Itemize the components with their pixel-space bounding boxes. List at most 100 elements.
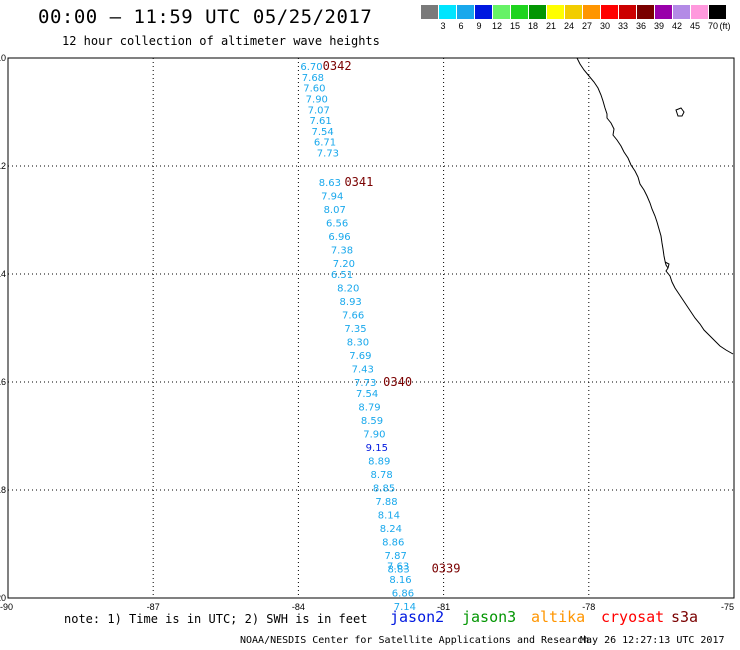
latitude-labels: -10 -12 -14 -16 -18 -20 [0,53,6,603]
legend-item-jason3: jason3 [462,608,517,626]
wave-height-value: 6.70 [300,62,322,73]
wave-height-value: 7.35 [344,324,366,335]
orbit-labels: 0342 0341 0340 0339 [323,59,461,575]
wave-height-value: 7.68 [302,73,324,84]
scale-label: 70 [707,21,718,31]
wave-height-value: 6.71 [314,138,336,149]
scale-label: 18 [527,21,538,31]
wave-height-value: 8.83 [387,564,409,575]
lat-lon-grid [8,58,734,598]
latitude-label: -20 [0,593,6,603]
scale-swatch [655,5,672,19]
scale-label: 45 [689,21,700,31]
wave-height-value: 8.86 [382,537,404,548]
wave-height-value: 7.73 [317,149,339,160]
scale-label: 3 [440,21,446,31]
longitude-labels: -90 -87 -84 -81 -78 -75 [0,602,734,612]
wave-height-value: 7.07 [308,105,330,116]
scale-swatch [529,5,546,19]
scale-label: 39 [653,21,664,31]
orbit-number-label: 0339 [432,561,461,575]
island-outline [675,107,685,117]
scale-label: 12 [491,21,502,31]
wave-height-value: 8.30 [347,338,369,349]
scale-unit-label: (ft) [719,21,731,31]
wave-height-value: 8.79 [358,402,380,413]
wave-height-value: 8.07 [324,205,346,216]
wave-height-value: 8.59 [361,416,383,427]
scale-swatch [619,5,636,19]
latitude-label: -14 [0,269,6,279]
wave-height-value: 7.43 [352,365,374,376]
legend-item-jason2: jason2 [390,608,445,626]
orbit-number-label: 0340 [383,375,412,389]
coastline [576,57,734,355]
scale-label: 9 [476,21,482,31]
map-subtitle: 12 hour collection of altimeter wave hei… [62,34,380,48]
longitude-label: -90 [0,602,13,612]
wave-height-value: 8.16 [389,575,411,586]
wave-height-value: 7.20 [333,259,355,270]
wave-height-value: 8.14 [378,510,400,521]
scale-swatch [475,5,492,19]
south-america-coastline [576,57,734,355]
wave-height-value: 8.63 [319,178,341,189]
latitude-label: -12 [0,161,6,171]
wave-height-value: 8.89 [368,456,390,467]
longitude-label: -75 [721,602,734,612]
wave-height-value: 6.51 [331,270,353,281]
legend-item-cryosat: cryosat [601,608,665,626]
scale-label: 30 [599,21,610,31]
scale-swatch [439,5,456,19]
scale-swatch [421,5,438,19]
scale-label: 15 [509,21,520,31]
scale-swatch [637,5,654,19]
scale-swatch [673,5,690,19]
wave-height-value: 8.78 [371,470,393,481]
map-title: 00:00 – 11:59 UTC 05/25/2017 [38,6,373,28]
scale-label: 21 [545,21,556,31]
wave-height-value: 7.54 [311,127,333,138]
wave-height-value: 8.20 [337,284,359,295]
wave-height-value: 7.90 [306,95,328,106]
scale-label: 33 [617,21,628,31]
longitude-label: -78 [582,602,595,612]
wave-height-value: 7.61 [310,116,332,127]
orbit-number-label: 0342 [323,59,352,73]
scale-swatch [547,5,564,19]
scale-label: 42 [671,21,682,31]
latitude-label: -16 [0,377,6,387]
scale-swatch [601,5,618,19]
credit-text: NOAA/NESDIS Center for Satellite Applica… [240,635,590,646]
wave-height-value: 9.15 [366,443,388,454]
scale-swatch [691,5,708,19]
scale-swatch [709,5,726,19]
longitude-label: -81 [437,602,450,612]
note-text: note: 1) Time is in UTC; 2) SWH is in fe… [64,612,368,626]
wave-height-value: 7.69 [349,351,371,362]
wave-height-value: 7.66 [342,311,364,322]
longitude-label: -87 [147,602,160,612]
generated-timestamp: May 26 12:27:13 UTC 2017 [580,635,725,646]
scale-swatch [493,5,510,19]
wave-height-value: 6.96 [328,232,350,243]
wave-height-value: 7.90 [363,429,385,440]
scale-label: 36 [635,21,646,31]
wave-height-value: 7.88 [375,497,397,508]
wave-height-readings: 6.707.687.607.907.077.617.546.717.738.63… [300,62,416,613]
legend-item-altika: altika [531,608,586,626]
wave-height-value: 8.24 [380,524,402,535]
latitude-label: -10 [0,53,6,63]
wave-height-value: 7.94 [321,192,343,203]
wave-height-value: 7.38 [331,246,353,257]
longitude-label: -84 [292,602,305,612]
wave-height-value: 7.14 [394,602,416,613]
scale-swatch [457,5,474,19]
wave-height-value: 6.86 [392,589,414,600]
scale-label: 6 [458,21,464,31]
wave-height-value: 8.93 [340,297,362,308]
wave-height-value: 7.54 [356,389,378,400]
wave-height-value: 7.73 [354,378,376,389]
wave-height-value: 7.60 [303,84,325,95]
